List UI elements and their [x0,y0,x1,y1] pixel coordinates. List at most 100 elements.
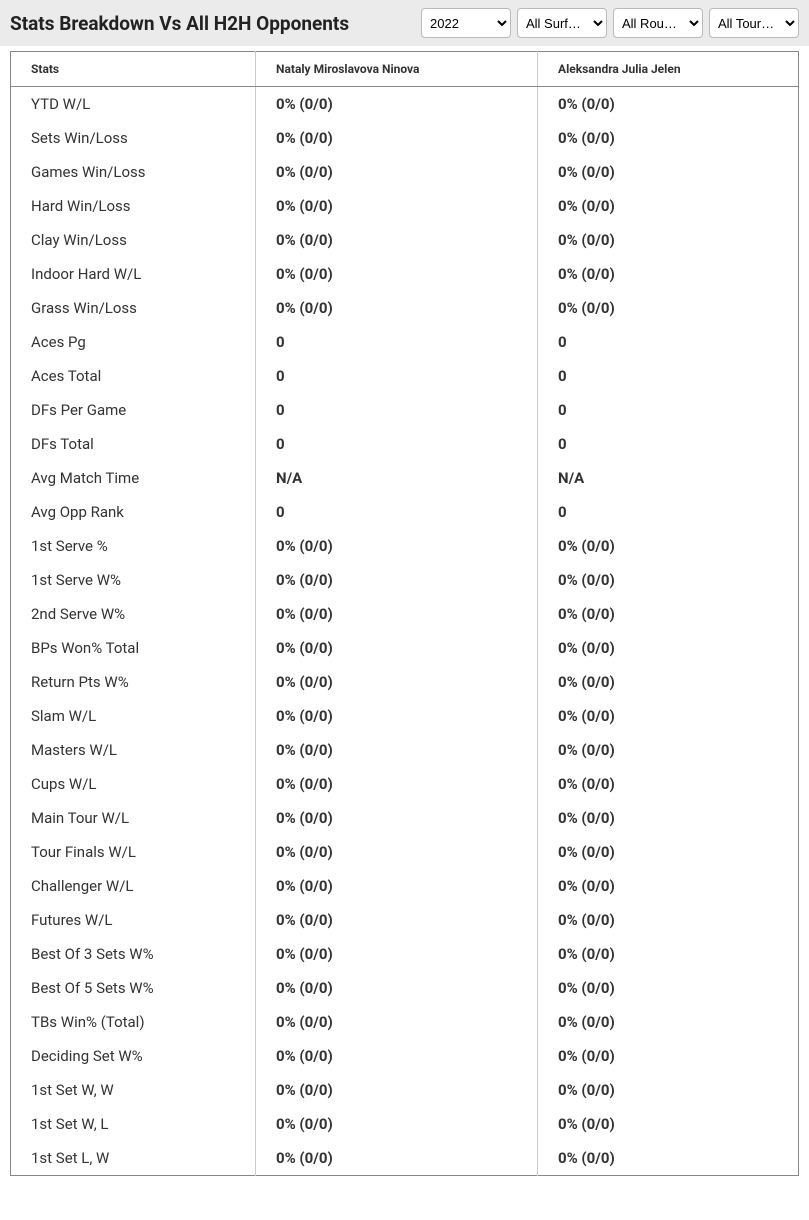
table-row: Aces Pg00 [11,325,799,359]
table-row: 1st Set L, W0% (0/0)0% (0/0) [11,1141,799,1176]
stat-value: 0% (0/0) [256,291,538,325]
stat-value: 0% (0/0) [256,937,538,971]
stat-value: 0% (0/0) [538,563,799,597]
table-row: Indoor Hard W/L0% (0/0)0% (0/0) [11,257,799,291]
stat-value: 0% (0/0) [256,971,538,1005]
stat-value: 0% (0/0) [538,971,799,1005]
stat-label: Hard Win/Loss [11,189,256,223]
stat-label: Clay Win/Loss [11,223,256,257]
stat-value: 0% (0/0) [256,835,538,869]
table-row: Deciding Set W%0% (0/0)0% (0/0) [11,1039,799,1073]
table-row: Games Win/Loss0% (0/0)0% (0/0) [11,155,799,189]
page-title: Stats Breakdown Vs All H2H Opponents [10,12,349,35]
stat-label: Best Of 5 Sets W% [11,971,256,1005]
table-row: Hard Win/Loss0% (0/0)0% (0/0) [11,189,799,223]
stat-value: 0 [256,495,538,529]
table-row: Grass Win/Loss0% (0/0)0% (0/0) [11,291,799,325]
stat-label: 2nd Serve W% [11,597,256,631]
stat-label: Indoor Hard W/L [11,257,256,291]
round-select[interactable]: All Rou… [613,8,703,38]
table-body: YTD W/L0% (0/0)0% (0/0)Sets Win/Loss0% (… [11,87,799,1176]
table-row: Best Of 5 Sets W%0% (0/0)0% (0/0) [11,971,799,1005]
stat-value: 0% (0/0) [256,87,538,122]
stat-value: 0% (0/0) [256,665,538,699]
table-row: Main Tour W/L0% (0/0)0% (0/0) [11,801,799,835]
stat-label: YTD W/L [11,87,256,122]
stat-label: Deciding Set W% [11,1039,256,1073]
table-row: Avg Match TimeN/AN/A [11,461,799,495]
stats-table: Stats Nataly Miroslavova Ninova Aleksand… [10,51,799,1176]
stat-label: Tour Finals W/L [11,835,256,869]
stat-label: Avg Match Time [11,461,256,495]
stat-value: 0 [538,359,799,393]
table-row: Clay Win/Loss0% (0/0)0% (0/0) [11,223,799,257]
stat-value: 0% (0/0) [256,121,538,155]
stat-value: 0% (0/0) [538,1005,799,1039]
stat-value: 0 [538,495,799,529]
stat-value: 0% (0/0) [538,699,799,733]
stat-value: 0% (0/0) [538,801,799,835]
stat-value: 0% (0/0) [256,767,538,801]
stat-value: 0% (0/0) [256,1107,538,1141]
table-row: 1st Serve %0% (0/0)0% (0/0) [11,529,799,563]
stat-label: Slam W/L [11,699,256,733]
stat-value: 0% (0/0) [256,699,538,733]
table-row: BPs Won% Total0% (0/0)0% (0/0) [11,631,799,665]
stat-value: 0% (0/0) [538,937,799,971]
stat-label: Main Tour W/L [11,801,256,835]
stat-label: Sets Win/Loss [11,121,256,155]
stat-value: 0% (0/0) [538,291,799,325]
stat-label: Avg Opp Rank [11,495,256,529]
stat-value: 0% (0/0) [256,597,538,631]
stat-label: 1st Set W, W [11,1073,256,1107]
stat-label: TBs Win% (Total) [11,1005,256,1039]
stat-value: 0% (0/0) [538,257,799,291]
stat-label: 1st Set L, W [11,1141,256,1176]
table-container: Stats Nataly Miroslavova Ninova Aleksand… [0,46,809,1186]
tour-select[interactable]: All Tour… [709,8,799,38]
stat-value: 0% (0/0) [538,223,799,257]
stat-value: 0 [256,359,538,393]
table-header-row: Stats Nataly Miroslavova Ninova Aleksand… [11,52,799,87]
stat-label: Futures W/L [11,903,256,937]
table-row: DFs Total00 [11,427,799,461]
stat-label: Return Pts W% [11,665,256,699]
table-row: Avg Opp Rank00 [11,495,799,529]
table-row: Return Pts W%0% (0/0)0% (0/0) [11,665,799,699]
table-row: Futures W/L0% (0/0)0% (0/0) [11,903,799,937]
stat-value: 0% (0/0) [256,257,538,291]
table-row: 2nd Serve W%0% (0/0)0% (0/0) [11,597,799,631]
stat-value: 0% (0/0) [256,1141,538,1176]
header-bar: Stats Breakdown Vs All H2H Opponents 202… [0,0,809,46]
stat-value: 0% (0/0) [256,869,538,903]
stat-value: 0 [256,393,538,427]
stat-value: 0% (0/0) [256,733,538,767]
table-row: Tour Finals W/L0% (0/0)0% (0/0) [11,835,799,869]
stat-value: 0% (0/0) [256,155,538,189]
year-select[interactable]: 2022 [421,8,511,38]
col-header-player2: Aleksandra Julia Jelen [538,52,799,87]
stat-value: 0% (0/0) [256,801,538,835]
table-row: Challenger W/L0% (0/0)0% (0/0) [11,869,799,903]
stat-value: 0% (0/0) [538,869,799,903]
surface-select[interactable]: All Surf… [517,8,607,38]
filter-group: 2022 All Surf… All Rou… All Tour… [421,8,799,38]
stat-value: 0% (0/0) [256,563,538,597]
stat-value: 0% (0/0) [538,155,799,189]
stat-label: 1st Serve % [11,529,256,563]
table-row: Aces Total00 [11,359,799,393]
stat-label: Games Win/Loss [11,155,256,189]
stat-label: BPs Won% Total [11,631,256,665]
stat-label: DFs Total [11,427,256,461]
stat-value: 0% (0/0) [256,631,538,665]
stat-value: 0% (0/0) [538,767,799,801]
col-header-player1: Nataly Miroslavova Ninova [256,52,538,87]
table-row: 1st Set W, W0% (0/0)0% (0/0) [11,1073,799,1107]
stat-value: 0% (0/0) [538,665,799,699]
table-row: 1st Set W, L0% (0/0)0% (0/0) [11,1107,799,1141]
stat-value: 0% (0/0) [538,1039,799,1073]
stat-value: 0 [538,393,799,427]
stat-value: 0% (0/0) [538,87,799,122]
col-header-stats: Stats [11,52,256,87]
stat-label: Aces Total [11,359,256,393]
